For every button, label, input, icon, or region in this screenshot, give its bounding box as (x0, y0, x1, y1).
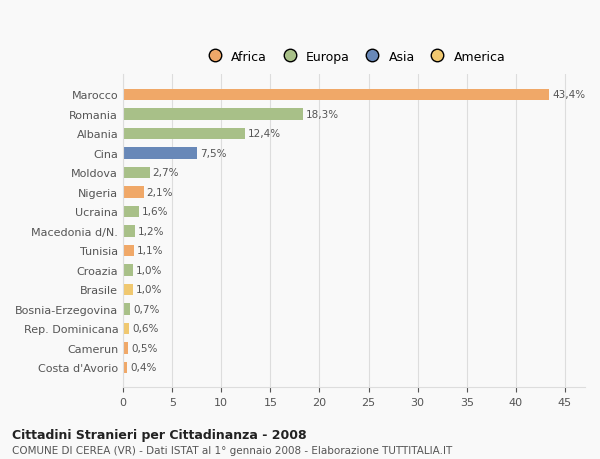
Text: 7,5%: 7,5% (200, 149, 226, 158)
Bar (123, 264, 133, 276)
Text: 1,1%: 1,1% (137, 246, 163, 256)
Bar (123, 284, 133, 296)
Bar (123, 90, 549, 101)
Text: 2,1%: 2,1% (146, 187, 173, 197)
Text: 1,0%: 1,0% (136, 285, 162, 295)
Bar (123, 148, 197, 159)
Bar (123, 342, 128, 354)
Bar (123, 187, 144, 198)
Text: 2,7%: 2,7% (152, 168, 179, 178)
Text: COMUNE DI CEREA (VR) - Dati ISTAT al 1° gennaio 2008 - Elaborazione TUTTITALIA.I: COMUNE DI CEREA (VR) - Dati ISTAT al 1° … (12, 446, 452, 455)
Text: 0,7%: 0,7% (133, 304, 160, 314)
Text: 18,3%: 18,3% (306, 110, 339, 120)
Bar (123, 109, 303, 120)
Text: Cittadini Stranieri per Cittadinanza - 2008: Cittadini Stranieri per Cittadinanza - 2… (12, 428, 307, 442)
Text: 1,0%: 1,0% (136, 265, 162, 275)
Bar (123, 225, 135, 237)
Bar (123, 206, 139, 218)
Text: 1,2%: 1,2% (138, 226, 164, 236)
Bar (123, 362, 127, 374)
Legend: Africa, Europa, Asia, America: Africa, Europa, Asia, America (199, 47, 509, 67)
Text: 1,6%: 1,6% (142, 207, 168, 217)
Text: 0,6%: 0,6% (132, 324, 158, 334)
Text: 12,4%: 12,4% (248, 129, 281, 139)
Bar (123, 323, 129, 335)
Bar (123, 128, 245, 140)
Bar (123, 303, 130, 315)
Text: 43,4%: 43,4% (552, 90, 585, 100)
Bar (123, 245, 134, 257)
Bar (123, 167, 149, 179)
Text: 0,5%: 0,5% (131, 343, 157, 353)
Text: 0,4%: 0,4% (130, 363, 157, 373)
